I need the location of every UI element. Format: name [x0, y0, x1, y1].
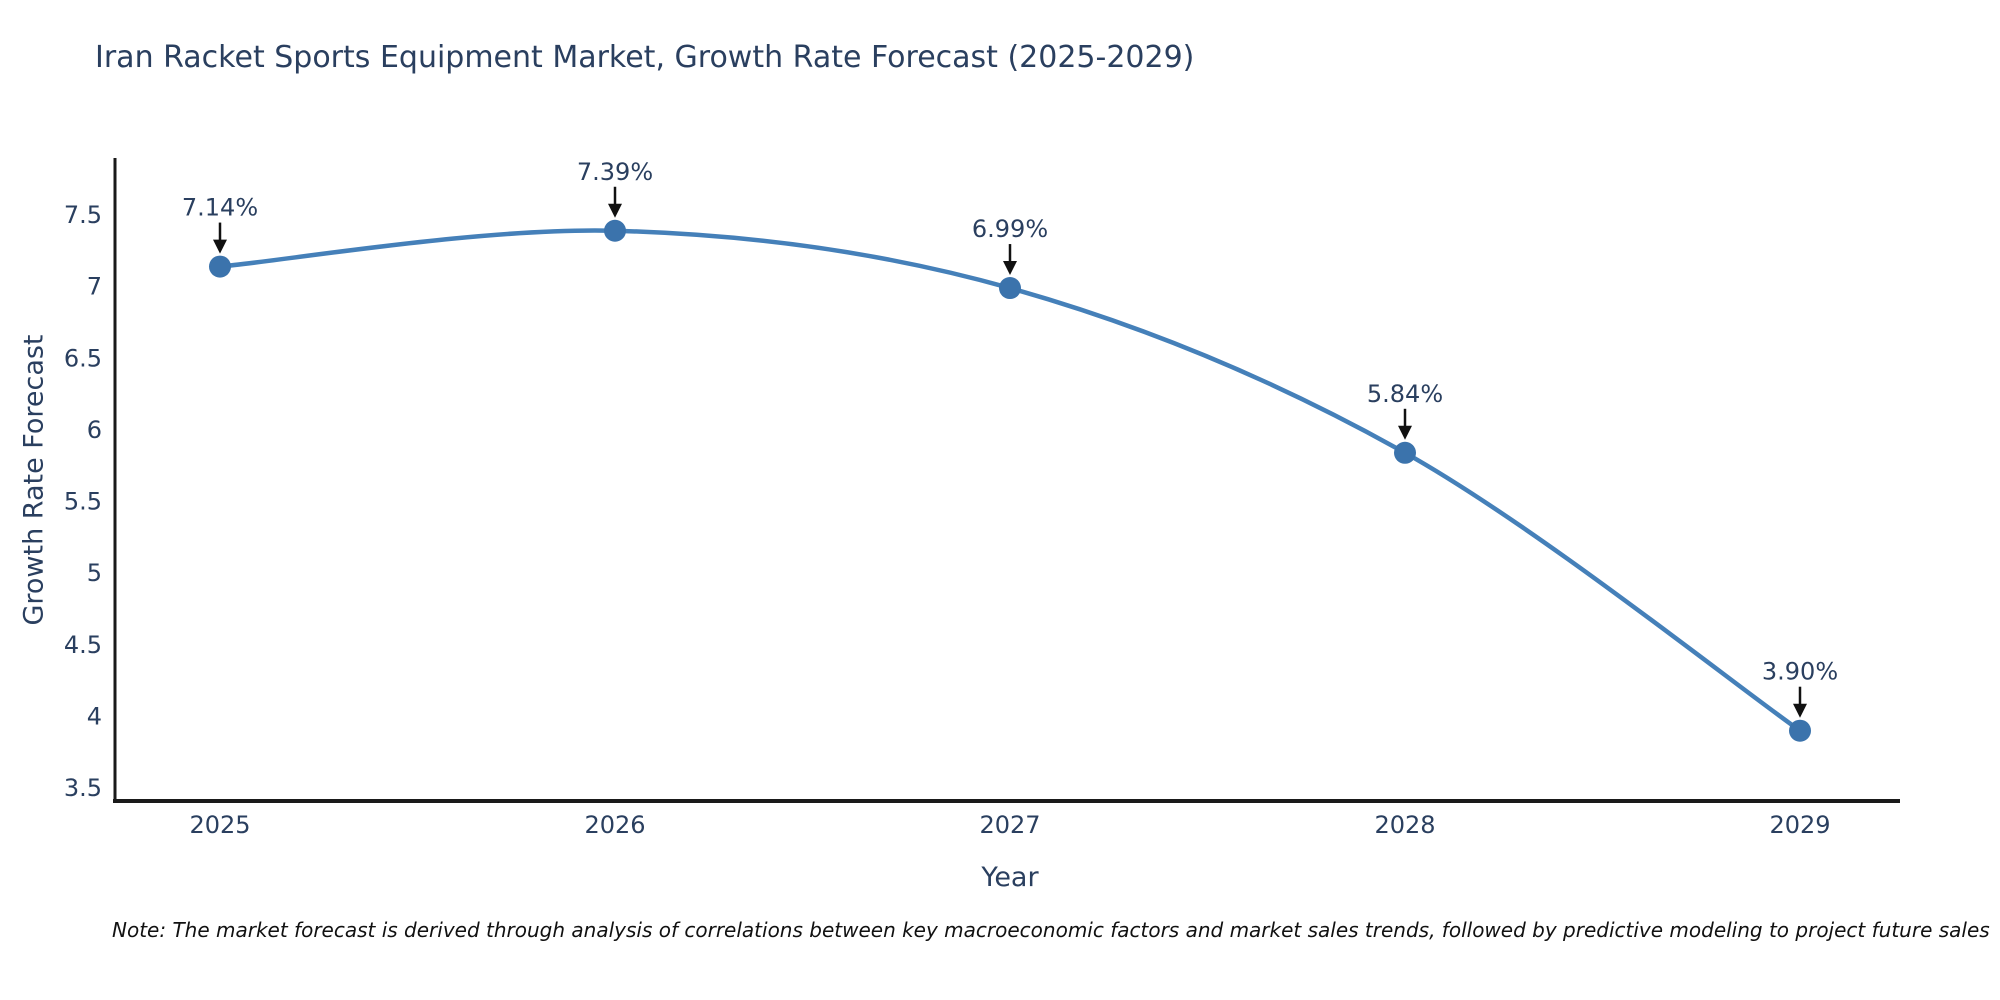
data-point-2027: [999, 244, 1021, 300]
annotation-arrowhead: [1003, 261, 1017, 276]
data-point-label: 7.39%: [577, 158, 653, 186]
x-tick-label: 2029: [1769, 811, 1830, 839]
data-point-label: 5.84%: [1367, 380, 1443, 408]
data-point-2025: [209, 222, 231, 278]
annotation-arrowhead: [1793, 703, 1807, 718]
data-point-label: 6.99%: [972, 215, 1048, 243]
y-tick-label: 6.5: [64, 344, 102, 372]
annotation-arrowhead: [213, 239, 227, 254]
y-tick-label: 7: [87, 273, 102, 301]
data-point-2026: [604, 186, 626, 242]
data-point-marker: [209, 255, 231, 278]
data-point-marker: [999, 277, 1021, 300]
y-tick-label: 7.5: [64, 201, 102, 229]
data-point-label: 7.14%: [182, 194, 258, 222]
x-tick-label: 2027: [979, 811, 1040, 839]
annotation-arrowhead: [608, 203, 622, 218]
x-axis-label: Year: [981, 862, 1039, 893]
y-tick-label: 5.5: [64, 488, 102, 516]
x-tick-label: 2025: [189, 811, 250, 839]
data-point-2028: [1394, 408, 1416, 464]
footnote: Note: The market forecast is derived thr…: [112, 918, 1990, 942]
y-tick-label: 6: [87, 416, 102, 444]
data-point-2029: [1789, 686, 1811, 742]
data-point-marker: [1789, 719, 1811, 742]
data-point-label: 3.90%: [1762, 658, 1838, 686]
chart-title: Iran Racket Sports Equipment Market, Gro…: [95, 40, 1195, 75]
data-point-marker: [604, 219, 626, 242]
x-tick-label: 2028: [1374, 811, 1435, 839]
y-tick-label: 4.5: [64, 631, 102, 659]
x-tick-label: 2026: [584, 811, 645, 839]
forecast-line: [217, 228, 1803, 733]
y-tick-label: 5: [87, 559, 102, 587]
data-point-marker: [1394, 441, 1416, 464]
y-tick-label: 3.5: [64, 774, 102, 802]
y-tick-label: 4: [87, 702, 102, 730]
annotation-arrowhead: [1398, 425, 1412, 440]
